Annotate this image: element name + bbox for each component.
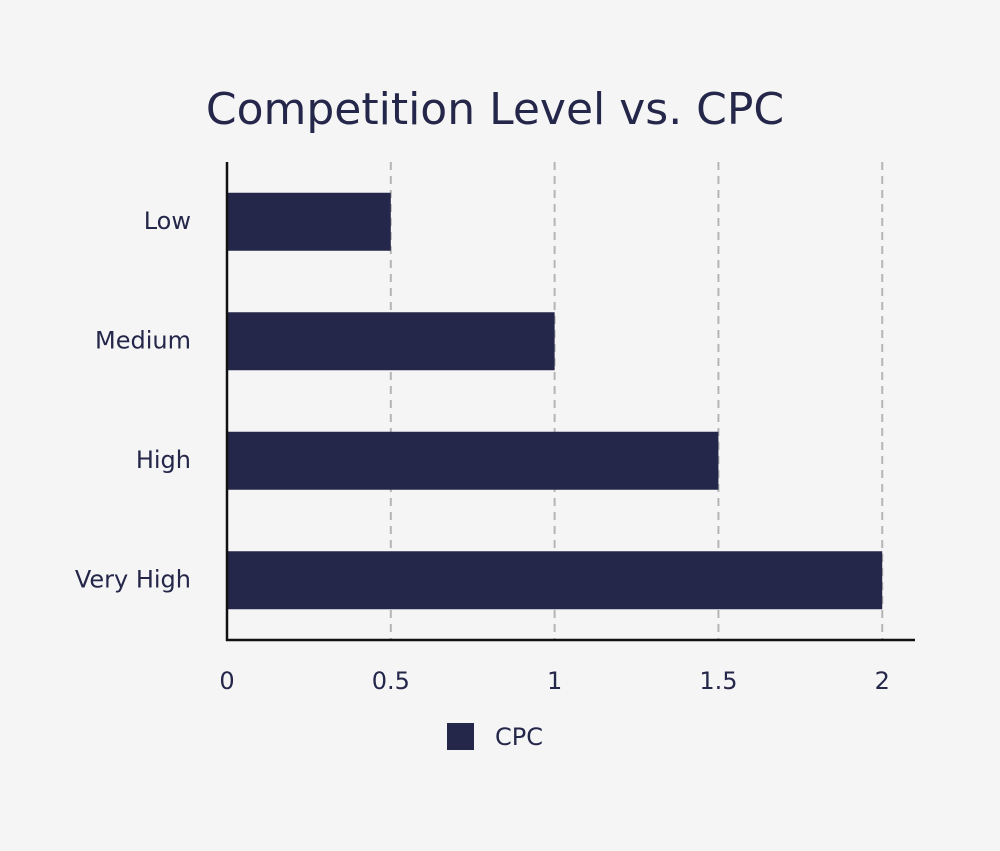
x-tick-label: 1 [547, 667, 562, 695]
x-tick-label: 2 [875, 667, 890, 695]
bar [227, 551, 883, 610]
chart-title: Competition Level vs. CPC [206, 84, 784, 135]
bar [227, 192, 391, 251]
bar [227, 431, 719, 490]
y-tick-label: Medium [95, 326, 191, 354]
x-tick-label: 1.5 [699, 667, 737, 695]
y-tick-label: Low [144, 207, 191, 235]
legend-label: CPC [495, 723, 543, 751]
bar [227, 312, 555, 371]
y-tick-label: Very High [75, 565, 191, 593]
y-tick-label: High [136, 446, 191, 474]
x-tick-label: 0.5 [372, 667, 410, 695]
legend-swatch [447, 723, 474, 750]
x-tick-label: 0 [219, 667, 234, 695]
